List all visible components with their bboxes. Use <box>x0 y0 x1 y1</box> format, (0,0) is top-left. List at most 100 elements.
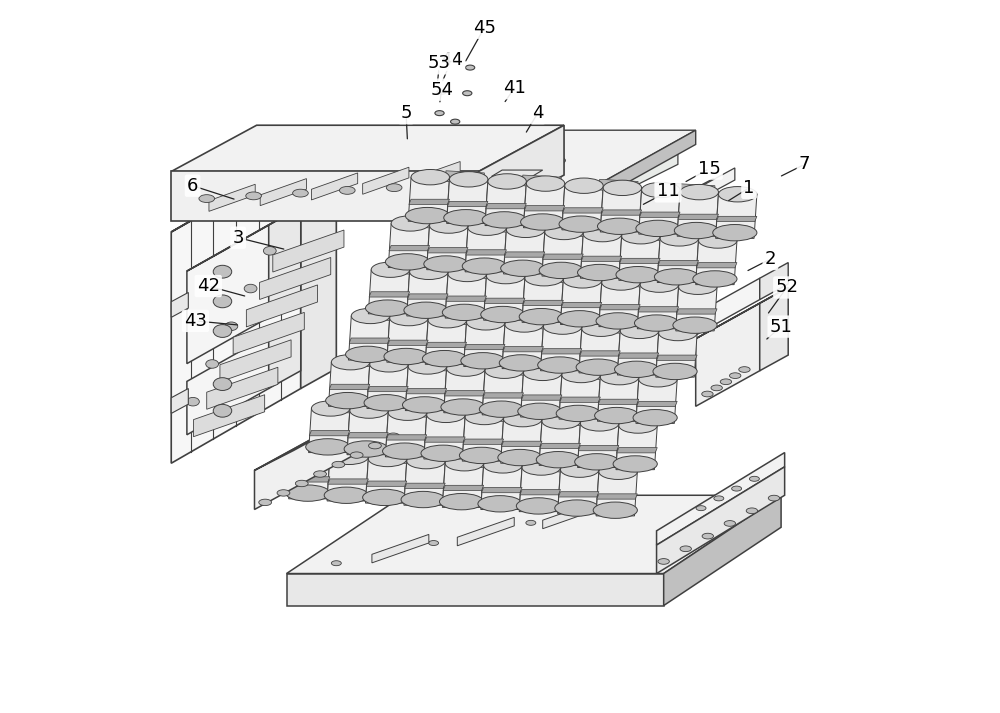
Polygon shape <box>463 314 501 327</box>
Ellipse shape <box>565 178 603 193</box>
Ellipse shape <box>444 210 488 226</box>
Ellipse shape <box>602 275 640 290</box>
Ellipse shape <box>484 458 522 473</box>
Ellipse shape <box>448 266 486 282</box>
Polygon shape <box>171 292 188 317</box>
Ellipse shape <box>680 546 691 552</box>
Polygon shape <box>486 203 526 209</box>
Polygon shape <box>367 364 408 409</box>
Polygon shape <box>559 375 600 419</box>
Polygon shape <box>254 389 404 510</box>
Text: 43: 43 <box>184 312 207 330</box>
Polygon shape <box>658 260 699 266</box>
Polygon shape <box>597 377 639 421</box>
Polygon shape <box>676 287 717 331</box>
Ellipse shape <box>693 271 737 287</box>
Polygon shape <box>424 415 465 459</box>
Ellipse shape <box>481 307 525 323</box>
Polygon shape <box>443 486 484 491</box>
Ellipse shape <box>574 511 584 515</box>
Ellipse shape <box>556 405 600 421</box>
Polygon shape <box>523 183 565 227</box>
Ellipse shape <box>244 284 257 293</box>
Ellipse shape <box>526 176 565 191</box>
Polygon shape <box>220 340 291 382</box>
Polygon shape <box>301 138 336 389</box>
Ellipse shape <box>488 174 526 189</box>
Ellipse shape <box>408 359 447 374</box>
Polygon shape <box>407 294 448 299</box>
Ellipse shape <box>427 407 465 423</box>
Ellipse shape <box>724 520 736 526</box>
Text: 1: 1 <box>743 179 755 197</box>
Polygon shape <box>207 367 278 409</box>
Polygon shape <box>372 535 429 563</box>
Polygon shape <box>521 395 562 400</box>
Polygon shape <box>329 384 370 389</box>
Polygon shape <box>484 276 525 320</box>
Ellipse shape <box>749 476 759 481</box>
Polygon shape <box>447 201 488 207</box>
Polygon shape <box>389 245 430 251</box>
Ellipse shape <box>246 192 261 200</box>
Polygon shape <box>485 181 526 225</box>
Polygon shape <box>329 362 370 406</box>
Polygon shape <box>501 441 542 446</box>
Ellipse shape <box>729 373 741 379</box>
Polygon shape <box>543 254 583 260</box>
Polygon shape <box>466 250 506 255</box>
Polygon shape <box>348 316 390 360</box>
Ellipse shape <box>339 187 355 195</box>
Polygon shape <box>346 402 385 415</box>
Ellipse shape <box>659 325 697 341</box>
Ellipse shape <box>365 300 410 317</box>
Ellipse shape <box>660 231 699 246</box>
Polygon shape <box>387 318 428 362</box>
Ellipse shape <box>350 452 363 458</box>
Polygon shape <box>464 322 505 366</box>
Ellipse shape <box>739 366 750 372</box>
Ellipse shape <box>746 508 758 513</box>
Polygon shape <box>388 340 428 345</box>
Ellipse shape <box>575 453 619 470</box>
Ellipse shape <box>422 351 467 366</box>
Polygon shape <box>171 389 188 414</box>
Polygon shape <box>596 130 696 200</box>
Polygon shape <box>209 184 255 211</box>
Polygon shape <box>620 258 660 264</box>
Polygon shape <box>617 322 655 335</box>
Polygon shape <box>408 177 449 221</box>
Polygon shape <box>287 496 781 573</box>
Polygon shape <box>366 459 407 503</box>
Polygon shape <box>269 207 301 317</box>
Ellipse shape <box>401 491 445 508</box>
Polygon shape <box>500 411 538 424</box>
Ellipse shape <box>525 270 563 286</box>
Text: 6: 6 <box>187 177 198 195</box>
Polygon shape <box>685 168 735 207</box>
Ellipse shape <box>613 456 657 472</box>
Ellipse shape <box>363 489 407 506</box>
Ellipse shape <box>521 214 565 230</box>
Ellipse shape <box>603 180 642 195</box>
Text: 54: 54 <box>430 81 453 98</box>
Polygon shape <box>558 470 599 514</box>
Ellipse shape <box>410 185 424 192</box>
Ellipse shape <box>459 447 504 463</box>
Ellipse shape <box>465 65 475 70</box>
Polygon shape <box>443 360 481 373</box>
Polygon shape <box>522 278 563 322</box>
Polygon shape <box>657 453 785 545</box>
Polygon shape <box>657 238 699 282</box>
Polygon shape <box>716 216 757 222</box>
Ellipse shape <box>421 445 465 461</box>
Polygon shape <box>349 338 390 343</box>
Polygon shape <box>618 353 659 358</box>
Polygon shape <box>289 455 330 499</box>
Polygon shape <box>404 369 443 428</box>
Polygon shape <box>273 230 344 272</box>
Polygon shape <box>426 342 467 347</box>
Ellipse shape <box>653 364 697 379</box>
Ellipse shape <box>437 89 446 94</box>
Ellipse shape <box>511 269 520 274</box>
